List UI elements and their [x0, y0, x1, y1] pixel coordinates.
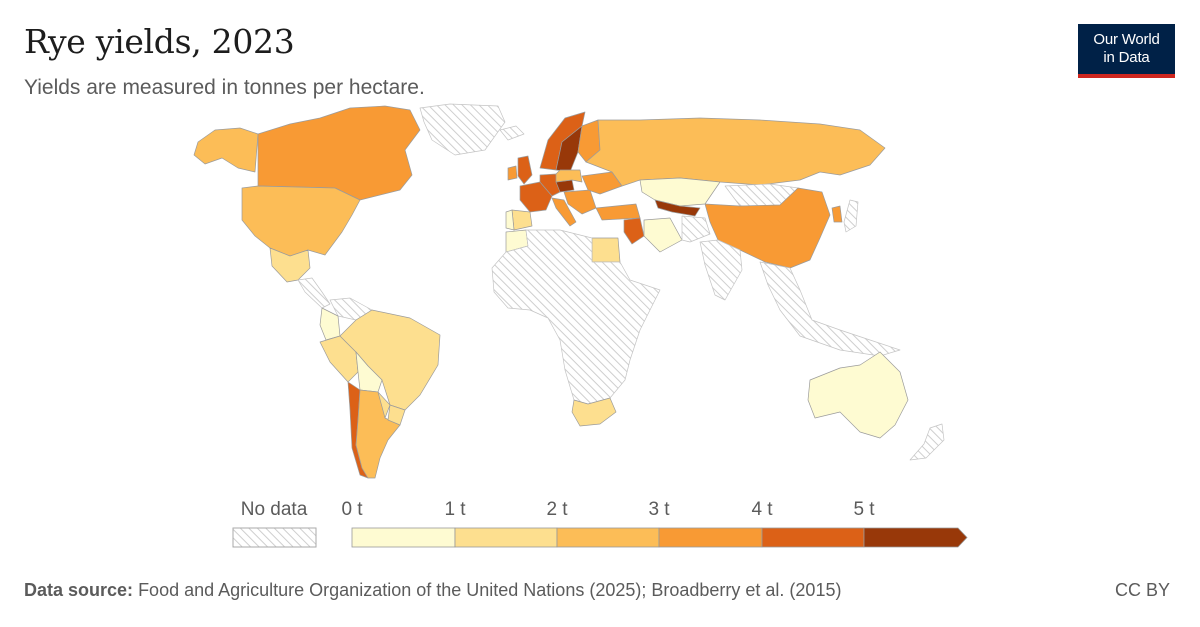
map-region-ukraine[interactable]	[581, 171, 623, 195]
logo-line-1: Our World	[1093, 31, 1160, 48]
map-region-ireland[interactable]	[507, 165, 518, 181]
map-region-south-africa[interactable]	[571, 397, 617, 427]
map-region-korea[interactable]	[831, 205, 843, 223]
owid-logo[interactable]: Our World in Data	[1078, 24, 1175, 78]
logo-line-2: in Data	[1103, 49, 1150, 66]
license-label[interactable]: CC BY	[1114, 580, 1170, 600]
map-region-egypt[interactable]	[591, 237, 621, 263]
map-region-southeast-asia[interactable]	[759, 261, 901, 357]
chart-subtitle: Yields are measured in tonnes per hectar…	[24, 76, 425, 99]
map-region-japan[interactable]	[843, 199, 859, 233]
map-region-new-zealand[interactable]	[909, 423, 945, 461]
map-region-spain[interactable]	[511, 209, 533, 231]
footer-source: Data source: Food and Agriculture Organi…	[24, 580, 841, 601]
map-region-uzbekistan[interactable]	[654, 199, 701, 217]
map-region-portugal[interactable]	[505, 209, 515, 231]
map-region-iran[interactable]	[643, 217, 683, 253]
legend-swatch-3	[658, 527, 763, 548]
legend-tick-4: 4 t	[751, 499, 773, 520]
map-region-turkey[interactable]	[595, 203, 641, 221]
map-region-alaska[interactable]	[193, 127, 259, 173]
legend-no-data-swatch	[232, 527, 317, 548]
map-region-germany[interactable]	[539, 173, 561, 197]
map-region-iraq[interactable]	[623, 217, 645, 245]
legend-tick-3: 3 t	[648, 499, 670, 520]
legend-swatch-1	[454, 527, 558, 548]
chart-title: Rye yields, 2023	[24, 22, 295, 61]
map-region-africa[interactable]	[491, 229, 661, 405]
legend-tick-0: 0 t	[341, 499, 363, 520]
legend-swatch-4	[761, 527, 865, 548]
legend-swatch-2	[556, 527, 660, 548]
map-region-italy[interactable]	[551, 197, 577, 227]
map-region-afghanistan[interactable]	[681, 215, 711, 243]
map-region-canada[interactable]	[257, 105, 421, 201]
map-region-poland[interactable]	[555, 169, 583, 183]
map-region-uruguay[interactable]	[387, 404, 406, 426]
source-label: Data source:	[24, 580, 134, 600]
source-text[interactable]: Food and Agriculture Organization of the…	[138, 580, 842, 600]
legend-tick-5: 5 t	[853, 499, 875, 520]
legend-no-data-label: No data	[241, 499, 308, 520]
legend-tick-1: 1 t	[444, 499, 466, 520]
legend-swatch-0	[351, 527, 456, 548]
legend-bins: 0 t 1 t 2 t 3 t 4 t 5 t	[341, 499, 968, 548]
map-region-argentina[interactable]	[355, 389, 401, 479]
legend-tick-2: 2 t	[546, 499, 568, 520]
world-map: No data 0 t 1 t 2 t 3 t 4 t 5 t	[193, 103, 968, 548]
map-region-mexico[interactable]	[269, 247, 311, 283]
map-region-iceland[interactable]	[499, 125, 525, 141]
map-region-central-america[interactable]	[297, 277, 331, 309]
map-region-russia[interactable]	[585, 117, 886, 187]
map-region-australia[interactable]	[807, 351, 909, 439]
legend-swatch-5	[863, 527, 968, 548]
map-region-balkans[interactable]	[563, 189, 597, 215]
map-region-india[interactable]	[699, 239, 743, 301]
map-region-united-kingdom[interactable]	[517, 155, 533, 185]
map-region-united-states[interactable]	[241, 185, 361, 257]
map-region-greenland[interactable]	[419, 103, 506, 156]
legend: No data 0 t 1 t 2 t 3 t 4 t 5 t	[232, 499, 968, 548]
map-region-kazakhstan[interactable]	[639, 177, 721, 207]
